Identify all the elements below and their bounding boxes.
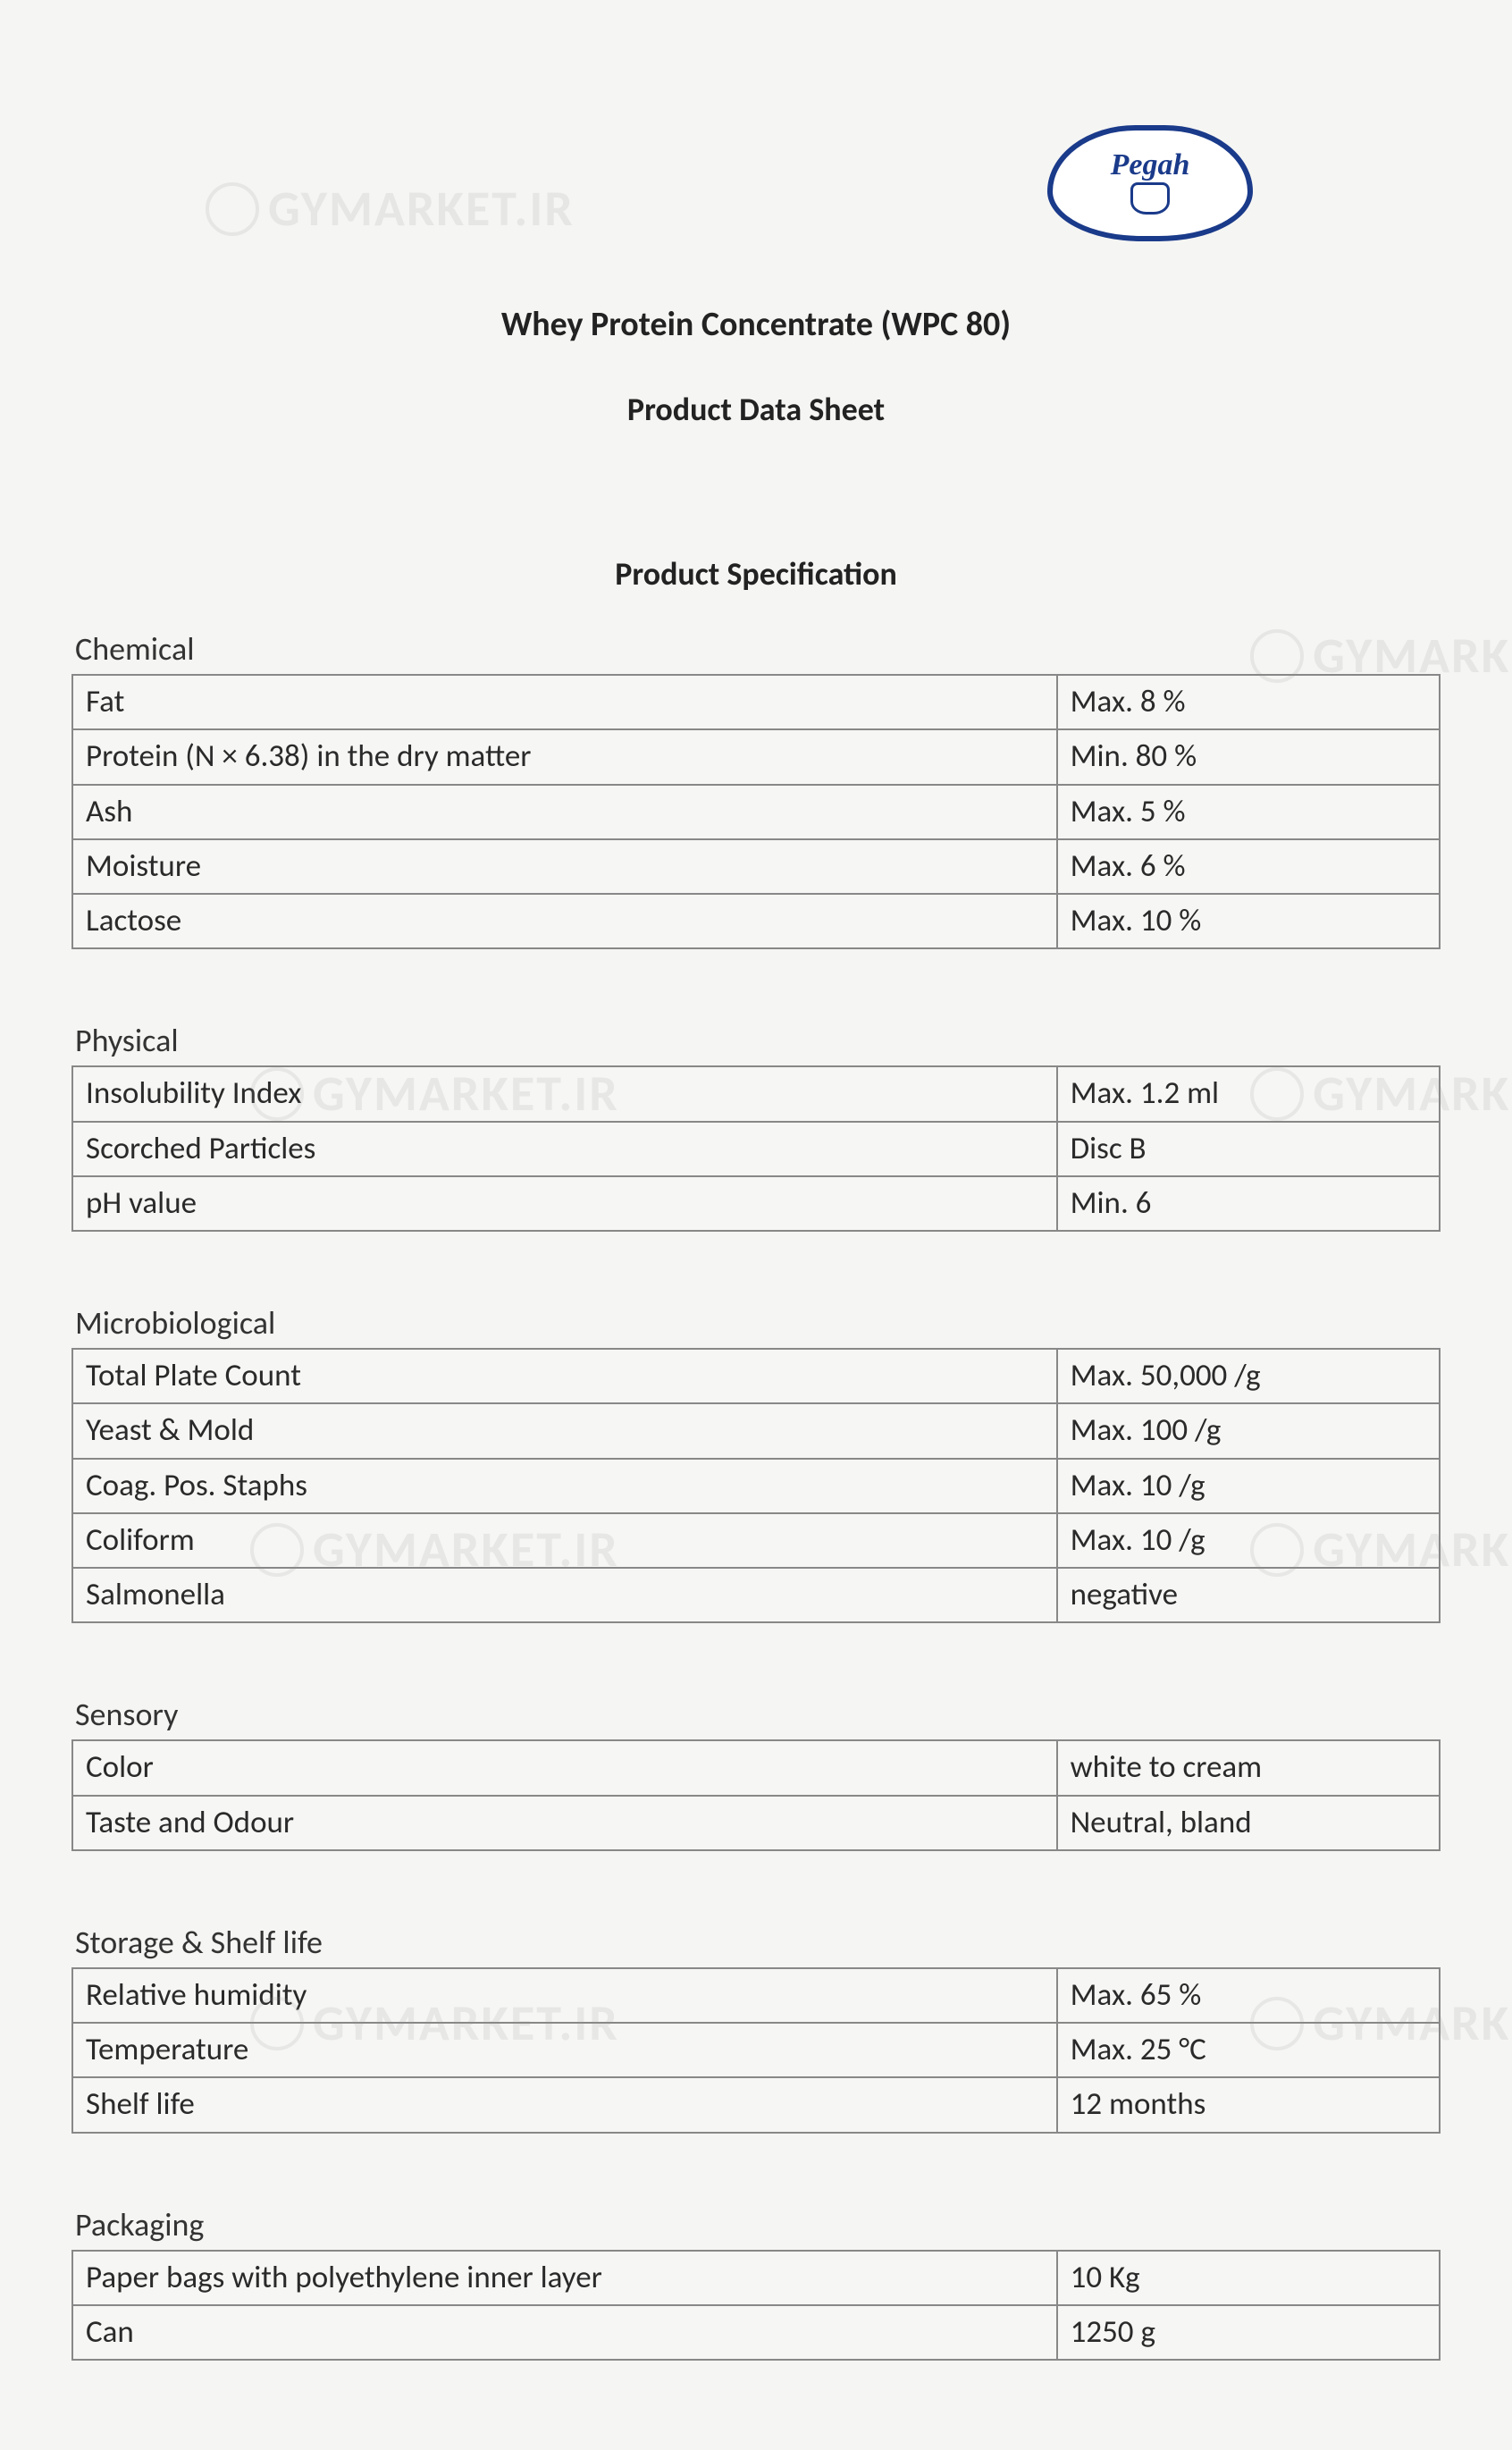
table-row: Paper bags with polyethylene inner layer… [72,2251,1440,2305]
packaging-table: Paper bags with polyethylene inner layer… [71,2250,1441,2362]
table-row: LactoseMax. 10 % [72,894,1440,948]
table-row: Coag. Pos. StaphsMax. 10 /g [72,1459,1440,1513]
param-cell: Scorched Particles [72,1122,1057,1176]
value-cell: Max. 10 /g [1057,1513,1440,1568]
param-cell: Temperature [72,2023,1057,2077]
table-row: pH valueMin. 6 [72,1176,1440,1231]
spec-heading: Product Specification [71,554,1441,594]
value-cell: Neutral, bland [1057,1796,1440,1850]
param-cell: Insolubility Index [72,1066,1057,1121]
param-cell: Salmonella [72,1568,1057,1622]
section-label-microbiological: Microbiological [71,1303,1441,1343]
table-row: Relative humidityMax. 65 % [72,1968,1440,2023]
value-cell: Max. 50,000 /g [1057,1349,1440,1403]
param-cell: Color [72,1740,1057,1795]
value-cell: white to cream [1057,1740,1440,1795]
table-row: Salmonellanegative [72,1568,1440,1622]
table-row: Shelf life12 months [72,2077,1440,2132]
value-cell: Max. 25 °C [1057,2023,1440,2077]
param-cell: Can [72,2305,1057,2360]
value-cell: Min. 80 % [1057,729,1440,784]
param-cell: Shelf life [72,2077,1057,2132]
value-cell: Max. 8 % [1057,675,1440,729]
sensory-table: Colorwhite to cream Taste and OdourNeutr… [71,1739,1441,1851]
section-label-physical: Physical [71,1021,1441,1060]
param-cell: Paper bags with polyethylene inner layer [72,2251,1057,2305]
table-row: ColiformMax. 10 /g [72,1513,1440,1568]
section-label-chemical: Chemical [71,629,1441,669]
value-cell: 1250 g [1057,2305,1440,2360]
param-cell: Total Plate Count [72,1349,1057,1403]
param-cell: Yeast & Mold [72,1403,1057,1458]
table-row: AshMax. 5 % [72,785,1440,839]
table-row: Protein (N × 6.38) in the dry matterMin.… [72,729,1440,784]
document-title: Whey Protein Concentrate (WPC 80) [71,304,1441,345]
section-label-storage: Storage & Shelf life [71,1923,1441,1962]
document-subtitle: Product Data Sheet [71,390,1441,429]
value-cell: Max. 10 % [1057,894,1440,948]
param-cell: Moisture [72,839,1057,894]
header: Pegah [71,125,1441,268]
chemical-table: FatMax. 8 % Protein (N × 6.38) in the dr… [71,674,1441,949]
param-cell: pH value [72,1176,1057,1231]
value-cell: Max. 5 % [1057,785,1440,839]
table-row: Can1250 g [72,2305,1440,2360]
section-label-sensory: Sensory [71,1695,1441,1734]
param-cell: Coag. Pos. Staphs [72,1459,1057,1513]
param-cell: Relative humidity [72,1968,1057,2023]
table-row: Insolubility IndexMax. 1.2 ml [72,1066,1440,1121]
table-row: Scorched ParticlesDisc B [72,1122,1440,1176]
value-cell: 12 months [1057,2077,1440,2132]
table-row: FatMax. 8 % [72,675,1440,729]
table-row: Colorwhite to cream [72,1740,1440,1795]
storage-table: Relative humidityMax. 65 % TemperatureMa… [71,1967,1441,2134]
value-cell: Max. 65 % [1057,1968,1440,2023]
value-cell: negative [1057,1568,1440,1622]
value-cell: Max. 10 /g [1057,1459,1440,1513]
microbiological-table: Total Plate CountMax. 50,000 /g Yeast & … [71,1348,1441,1623]
cow-icon [1130,182,1170,215]
watermark-logo-left [232,147,500,246]
param-cell: Fat [72,675,1057,729]
table-row: TemperatureMax. 25 °C [72,2023,1440,2077]
param-cell: Lactose [72,894,1057,948]
param-cell: Protein (N × 6.38) in the dry matter [72,729,1057,784]
param-cell: Coliform [72,1513,1057,1568]
param-cell: Taste and Odour [72,1796,1057,1850]
brand-logo-text: Pegah [1111,152,1190,180]
value-cell: Min. 6 [1057,1176,1440,1231]
brand-logo: Pegah [1047,125,1280,268]
value-cell: Disc B [1057,1122,1440,1176]
table-row: MoistureMax. 6 % [72,839,1440,894]
value-cell: Max. 1.2 ml [1057,1066,1440,1121]
table-row: Yeast & MoldMax. 100 /g [72,1403,1440,1458]
value-cell: Max. 6 % [1057,839,1440,894]
table-row: Total Plate CountMax. 50,000 /g [72,1349,1440,1403]
table-row: Taste and OdourNeutral, bland [72,1796,1440,1850]
value-cell: Max. 100 /g [1057,1403,1440,1458]
physical-table: Insolubility IndexMax. 1.2 ml Scorched P… [71,1065,1441,1232]
section-label-packaging: Packaging [71,2205,1441,2244]
param-cell: Ash [72,785,1057,839]
value-cell: 10 Kg [1057,2251,1440,2305]
